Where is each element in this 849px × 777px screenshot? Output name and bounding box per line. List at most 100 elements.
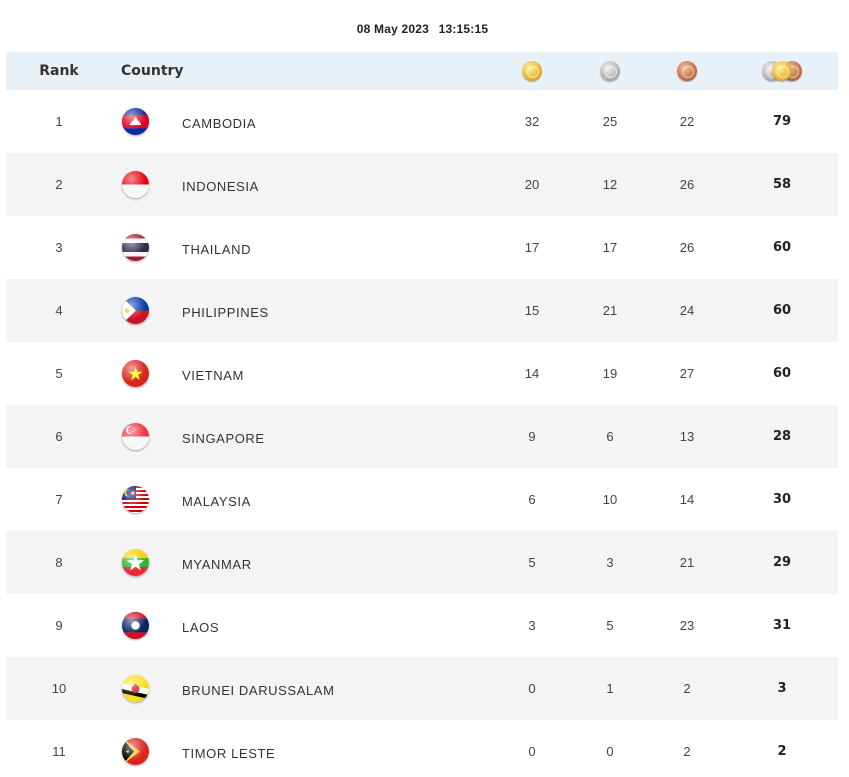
timor-leste-flag-icon [121,738,149,765]
row-bronze-count: 24 [679,303,695,318]
row-country[interactable]: LAOS [182,620,220,635]
row-country[interactable]: INDONESIA [182,179,259,194]
silver-medal-icon [600,61,620,81]
last-updated-timestamp: 08 May 2023 13:15:15 [0,22,845,36]
table-row[interactable]: 10 BRUNEI DARUSSALAM 0 1 2 3 [6,657,838,720]
header-rank[interactable]: Rank [39,63,79,79]
header-total[interactable] [750,52,814,90]
row-silver-count: 5 [606,618,614,633]
row-rank: 10 [51,681,67,696]
header-bronze[interactable] [657,52,717,90]
row-total-count: 28 [772,429,792,444]
row-rank: 3 [55,240,63,255]
row-gold-count: 9 [528,429,536,444]
row-gold-count: 5 [528,555,536,570]
row-country[interactable]: CAMBODIA [182,116,257,131]
header-country[interactable]: Country [121,63,184,79]
row-bronze-count: 2 [683,681,691,696]
table-row[interactable]: 11 TIMOR LESTE 0 0 2 2 [6,720,838,777]
table-row[interactable]: 8 MYANMAR 5 3 21 29 [6,531,838,594]
row-flag [120,531,150,594]
row-bronze-count: 26 [679,177,695,192]
row-total-count: 60 [772,303,792,318]
row-silver-count: 25 [602,114,618,129]
row-gold-count: 14 [524,366,540,381]
myanmar-flag-icon [121,549,149,576]
cambodia-flag-icon [121,108,149,135]
row-total-count: 60 [772,366,792,381]
row-total-count: 31 [772,618,792,633]
row-bronze-count: 21 [679,555,695,570]
medal-table: Rank Country 1 CAMBODIA 32 25 22 79 2 INDONESIA… [6,52,838,777]
row-bronze-count: 27 [679,366,695,381]
table-row[interactable]: 1 CAMBODIA 32 25 22 79 [6,90,838,153]
row-gold-count: 17 [524,240,540,255]
row-total-count: 79 [772,114,792,129]
medal-table-body: 1 CAMBODIA 32 25 22 79 2 INDONESIA 20 12 26 58 3 THAI… [6,90,838,777]
row-total-count: 60 [772,240,792,255]
row-flag [120,279,150,342]
bronze-medal-icon [677,61,697,81]
row-silver-count: 21 [602,303,618,318]
table-row[interactable]: 9 LAOS 3 5 23 31 [6,594,838,657]
row-country[interactable]: SINGAPORE [182,431,265,446]
row-country[interactable]: MALAYSIA [182,494,251,509]
thailand-flag-icon [121,234,149,261]
row-silver-count: 19 [602,366,618,381]
row-gold-count: 0 [528,744,536,759]
row-gold-count: 6 [528,492,536,507]
row-rank: 6 [55,429,63,444]
row-rank: 1 [55,114,63,129]
row-country[interactable]: VIETNAM [182,368,244,383]
table-row[interactable]: 6 SINGAPORE 9 6 13 28 [6,405,838,468]
row-country[interactable]: TIMOR LESTE [182,746,276,761]
medal-table-header: Rank Country [6,52,838,90]
row-total-count: 30 [772,492,792,507]
row-rank: 7 [55,492,63,507]
row-silver-count: 17 [602,240,618,255]
row-flag [120,153,150,216]
table-row[interactable]: 2 INDONESIA 20 12 26 58 [6,153,838,216]
row-gold-count: 0 [528,681,536,696]
row-silver-count: 12 [602,177,618,192]
row-flag [120,720,150,777]
row-country[interactable]: THAILAND [182,242,252,257]
row-gold-count: 32 [524,114,540,129]
row-country[interactable]: MYANMAR [182,557,252,572]
row-gold-count: 20 [524,177,540,192]
row-country[interactable]: PHILIPPINES [182,305,269,320]
table-row[interactable]: 3 THAILAND 17 17 26 60 [6,216,838,279]
row-bronze-count: 2 [683,744,691,759]
timestamp-date: 08 May 2023 [356,22,430,36]
header-gold[interactable] [502,52,562,90]
row-country[interactable]: BRUNEI DARUSSALAM [182,683,335,698]
row-silver-count: 10 [602,492,618,507]
timestamp-time: 13:15:15 [438,22,489,36]
row-bronze-count: 13 [679,429,695,444]
row-total-count: 2 [777,744,787,759]
row-flag [120,342,150,405]
table-row[interactable]: 4 PHILIPPINES 15 21 24 60 [6,279,838,342]
total-medals-icon [762,61,802,81]
row-rank: 11 [52,744,66,759]
table-row[interactable]: 5 VIETNAM 14 19 27 60 [6,342,838,405]
brunei-flag-icon [121,675,149,702]
row-flag [120,657,150,720]
row-silver-count: 0 [606,744,614,759]
row-rank: 8 [55,555,63,570]
row-rank: 5 [55,366,63,381]
row-gold-count: 3 [528,618,536,633]
singapore-flag-icon [121,423,149,450]
row-flag [120,90,150,153]
malaysia-flag-icon [121,486,149,513]
indonesia-flag-icon [121,171,149,198]
row-total-count: 29 [772,555,792,570]
row-bronze-count: 14 [679,492,695,507]
table-row[interactable]: 7 MALAYSIA 6 10 14 30 [6,468,838,531]
gold-medal-icon [522,61,542,81]
row-flag [120,468,150,531]
row-rank: 4 [55,303,63,318]
row-bronze-count: 22 [679,114,695,129]
header-silver[interactable] [580,52,640,90]
row-bronze-count: 23 [679,618,695,633]
